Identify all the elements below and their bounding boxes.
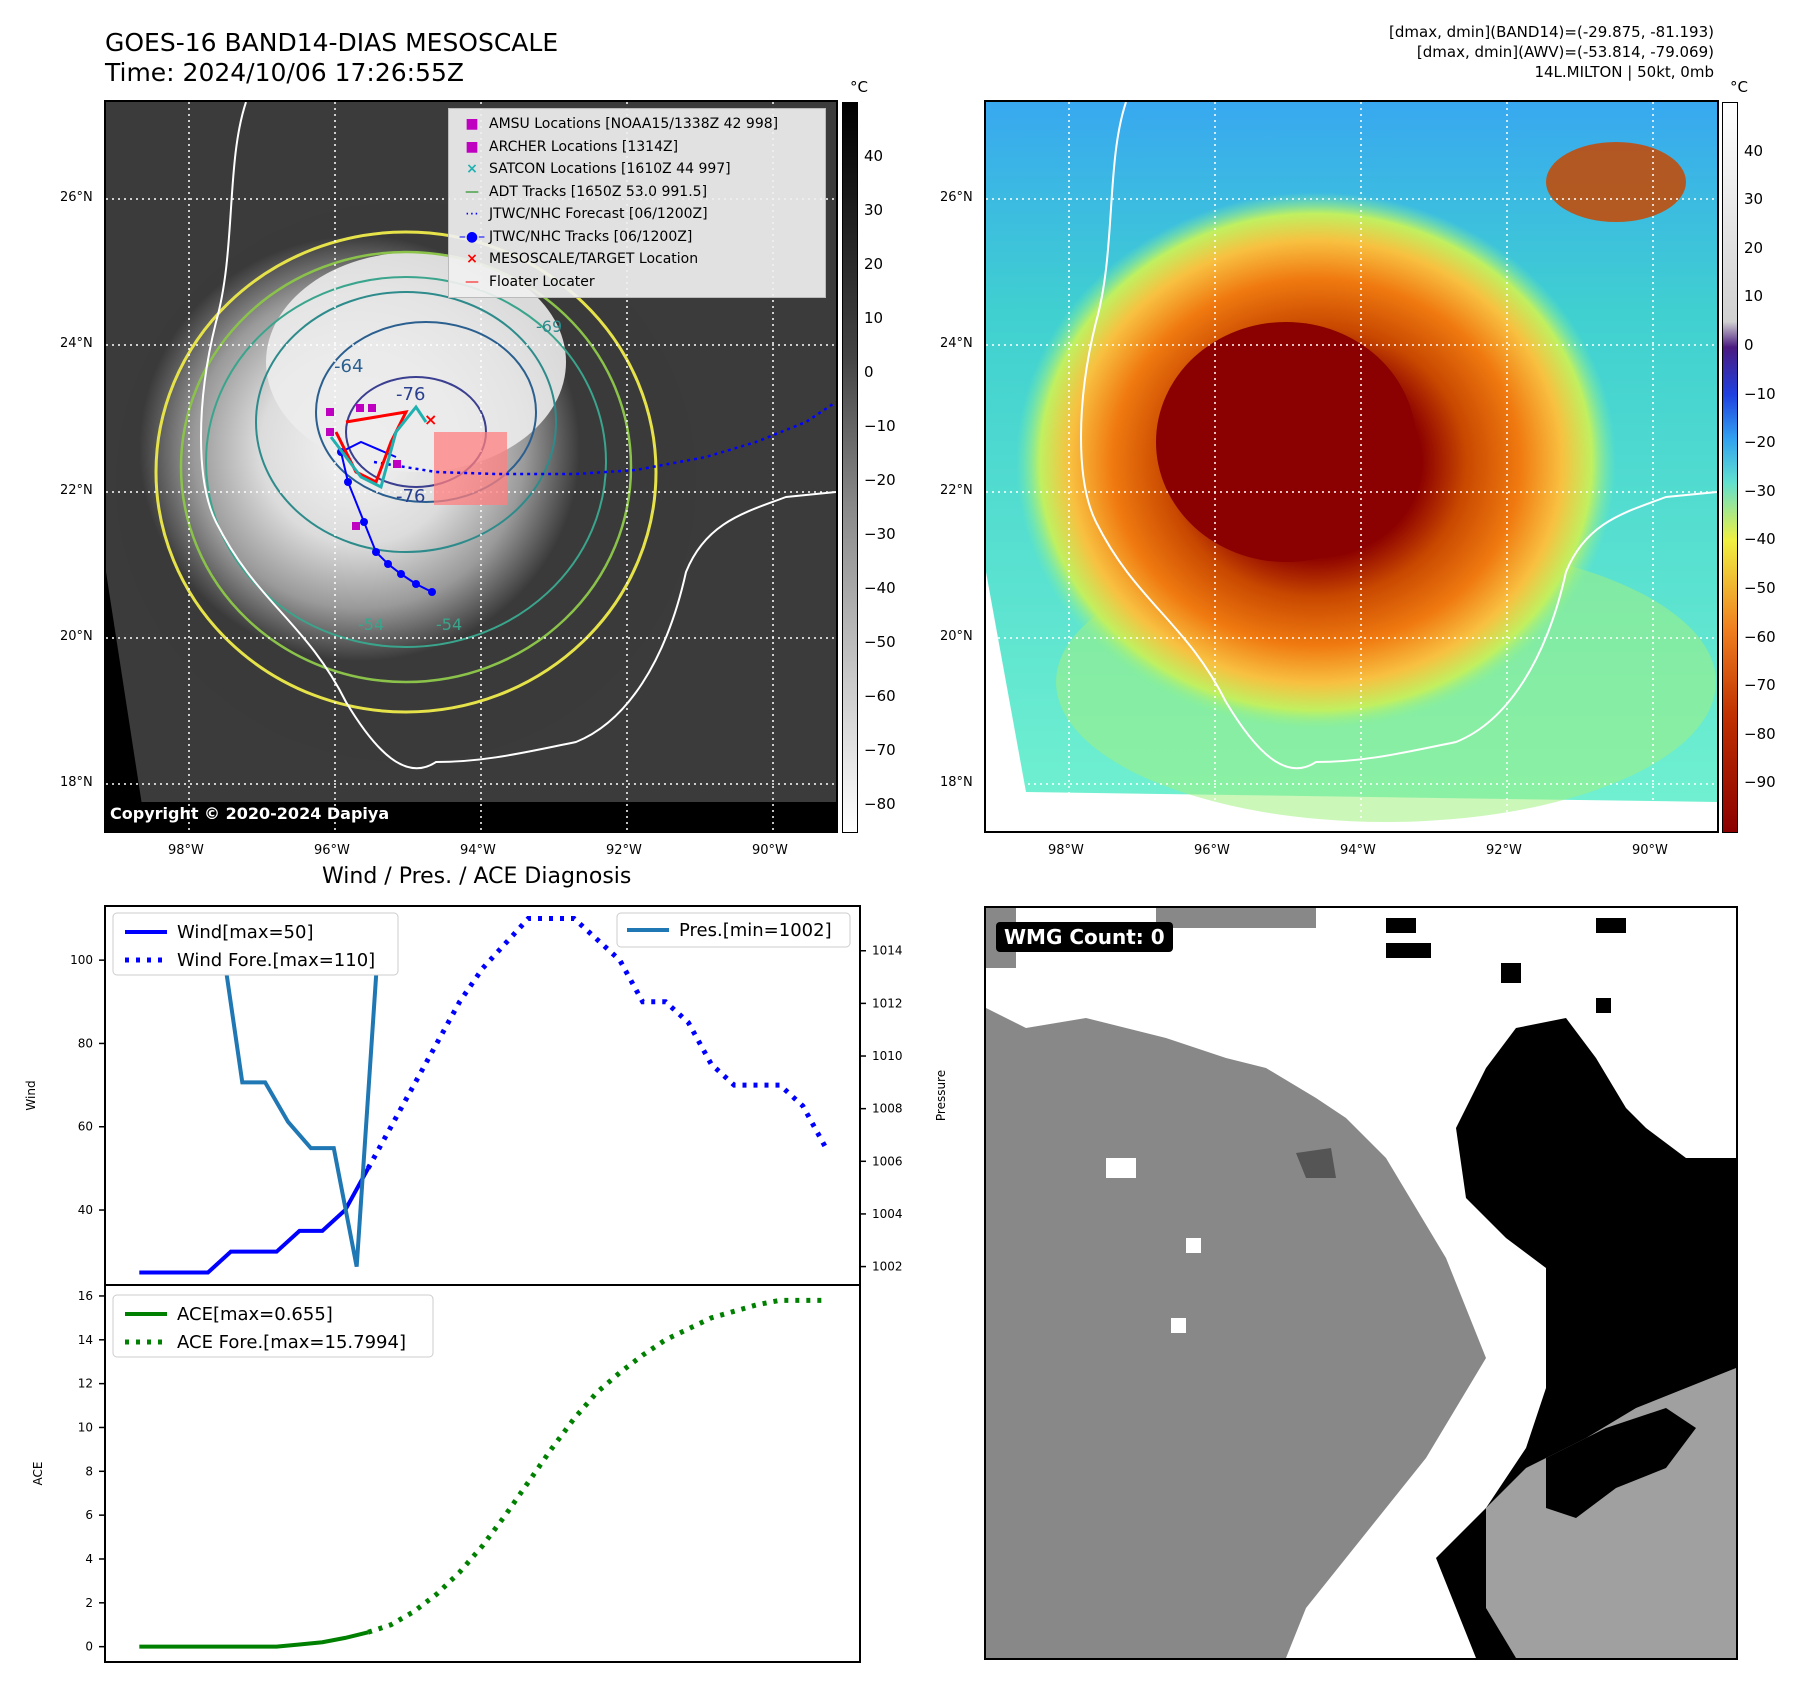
ace-axis-label: ACE <box>31 1462 45 1486</box>
colorbar-tick: −40 <box>1744 530 1776 549</box>
pressure-ytick-label: 1006 <box>872 1154 903 1168</box>
ace-ytick-label: 14 <box>78 1333 93 1347</box>
info-storm: 14L.MILTON | 50kt, 0mb <box>1534 63 1714 81</box>
series-line-0 <box>139 1167 370 1275</box>
colorbar-tick: 10 <box>1744 287 1764 306</box>
pressure-ytick-label: 1012 <box>872 996 903 1010</box>
figure-time: Time: 2024/10/06 17:26:55Z <box>105 58 464 87</box>
colorbar-tick: 20 <box>1744 238 1764 257</box>
diagnosis-title: Wind / Pres. / ACE Diagnosis <box>322 864 632 889</box>
ace-ytick-label: 6 <box>85 1508 93 1522</box>
colorbar-tick: −60 <box>864 687 896 705</box>
legend-tracks: –●– JTWC/NHC Tracks [06/1200Z] <box>458 228 693 245</box>
ir-map-panel: × -64 -76 -76 -69 -54 -54 ■ AMSU Location… <box>104 100 838 833</box>
pressure-ytick-label: 1010 <box>872 1049 903 1063</box>
wind-ytick-label: 60 <box>78 1120 93 1134</box>
wind-axis-label: Wind <box>24 1080 38 1110</box>
colorbar-tick: −90 <box>1744 773 1776 792</box>
legend-archer: ■ ARCHER Locations [1314Z] <box>465 138 679 155</box>
ace-series-line-1 <box>367 1297 826 1635</box>
colorbar-tick: −80 <box>1744 724 1776 743</box>
wind-legend-box <box>112 912 399 976</box>
right-colorbar-unit: °C <box>1730 78 1748 96</box>
colorbar-tick: −70 <box>1744 676 1776 695</box>
ace-ytick-label: 0 <box>85 1640 93 1654</box>
wind-ytick-label: 40 <box>78 1203 93 1217</box>
colorbar-tick: −10 <box>864 417 896 435</box>
legend-floater: — Floater Locater <box>465 273 595 290</box>
ace-legend-box <box>112 1294 434 1358</box>
awv-map-image <box>986 102 1717 831</box>
legend-label-wind: Wind[max=50] <box>177 922 314 943</box>
legend-adt: — ADT Tracks [1650Z 53.0 991.5] <box>465 183 708 200</box>
pressure-ytick-label: 1014 <box>872 944 903 958</box>
ace-ytick-label: 12 <box>78 1377 93 1391</box>
svg-text:×: × <box>424 410 437 429</box>
header-info: [dmax, dmin](BAND14)=(-29.875, -81.193) … <box>1389 22 1714 82</box>
legend-satcon: × SATCON Locations [1610Z 44 997] <box>466 161 731 177</box>
contour-label: -69 <box>536 317 562 336</box>
contour-label: -54 <box>358 615 384 634</box>
colorbar-tick: 40 <box>864 147 884 165</box>
awv-map-panel <box>984 100 1719 833</box>
colorbar-tick: −40 <box>864 579 896 597</box>
colorbar-tick: −50 <box>864 633 896 651</box>
contour-label: -64 <box>334 356 363 377</box>
legend-forecast: ⋯ JTWC/NHC Forecast [06/1200Z] <box>465 206 708 222</box>
ace-ytick-label: 16 <box>78 1289 93 1303</box>
contour-label: -76 <box>396 384 425 405</box>
legend-label-pressure: Pres.[min=1002] <box>679 920 832 941</box>
diagnosis-chart: 4060801001002100410061008101010121014Win… <box>24 905 948 1663</box>
colorbar-tick: −30 <box>1744 481 1776 500</box>
pressure-ytick-label: 1002 <box>872 1260 903 1274</box>
ace-ytick-label: 10 <box>78 1420 93 1434</box>
colorbar-tick: −30 <box>864 525 896 543</box>
colorbar-tick: −60 <box>1744 627 1776 646</box>
ace-ytick-label: 4 <box>85 1552 93 1566</box>
pressure-ytick-label: 1008 <box>872 1102 903 1116</box>
colorbar-tick: 40 <box>1744 141 1764 160</box>
legend-amsu: ■ AMSU Locations [NOAA15/1338Z 42 998] <box>465 116 779 132</box>
wmg-panel: WMG Count: 0 <box>984 906 1738 1660</box>
right-colorbar <box>1722 102 1738 833</box>
copyright: Copyright © 2020-2024 Dapiya <box>110 804 390 823</box>
left-colorbar <box>842 102 858 833</box>
figure-title: GOES-16 BAND14-DIAS MESOSCALE <box>105 28 559 57</box>
colorbar-tick: 0 <box>1744 336 1754 354</box>
wmg-count-badge: WMG Count: 0 <box>996 922 1173 952</box>
legend-label-ace: ACE[max=0.655] <box>177 1304 333 1325</box>
info-awv: [dmax, dmin](AWV)=(-53.814, -79.069) <box>1416 43 1714 61</box>
colorbar-tick: −10 <box>1744 384 1776 403</box>
colorbar-tick: 20 <box>864 255 884 273</box>
legend-label-wind-fore: Wind Fore.[max=110] <box>177 950 375 971</box>
colorbar-tick: −20 <box>864 471 896 489</box>
colorbar-tick: 10 <box>864 309 884 327</box>
colorbar-tick: −70 <box>864 741 896 759</box>
contour-label: -76 <box>396 486 425 507</box>
wind-ytick-label: 100 <box>70 953 93 967</box>
left-colorbar-unit: °C <box>850 78 868 96</box>
colorbar-tick: 30 <box>1744 190 1764 209</box>
map-legend: ■ AMSU Locations [NOAA15/1338Z 42 998] ■ A… <box>448 108 826 298</box>
ace-ytick-label: 8 <box>85 1464 93 1478</box>
legend-label-ace-fore: ACE Fore.[max=15.7994] <box>177 1332 406 1353</box>
pressure-axis-label: Pressure <box>934 1070 948 1121</box>
wind-ytick-label: 80 <box>78 1036 93 1050</box>
contour-label: -54 <box>436 615 462 634</box>
ace-series-line-0 <box>139 1630 369 1649</box>
colorbar-tick: 0 <box>864 363 874 381</box>
pressure-ytick-label: 1004 <box>872 1207 903 1221</box>
colorbar-tick: −20 <box>1744 433 1776 452</box>
colorbar-tick: −80 <box>864 795 896 813</box>
colorbar-tick: 30 <box>864 201 884 219</box>
pressure-legend-box <box>616 912 851 948</box>
info-band14: [dmax, dmin](BAND14)=(-29.875, -81.193) <box>1389 23 1714 41</box>
colorbar-tick: −50 <box>1744 579 1776 597</box>
legend-mesoscale: × MESOSCALE/TARGET Location <box>466 251 699 267</box>
ace-ytick-label: 2 <box>85 1596 93 1610</box>
wmg-image <box>986 908 1736 1658</box>
series-line-1 <box>365 915 828 1170</box>
